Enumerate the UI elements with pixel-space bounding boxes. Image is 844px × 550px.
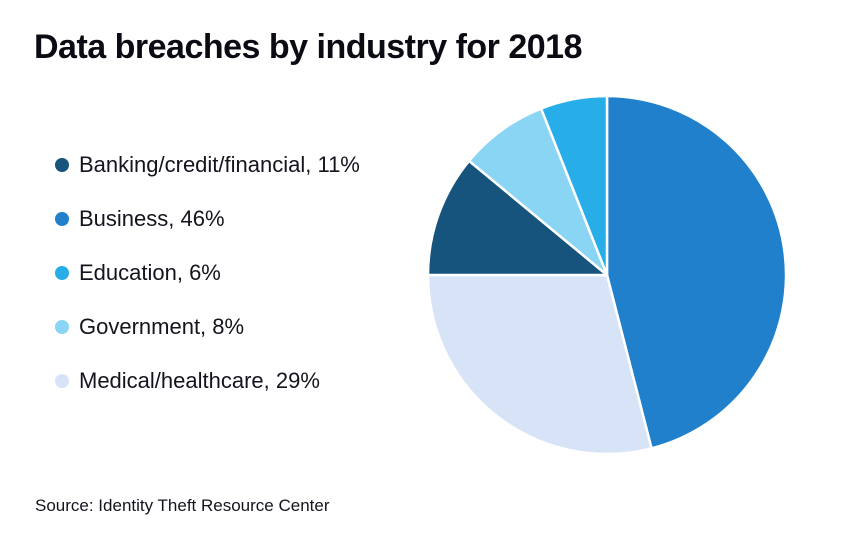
source-note: Source: Identity Theft Resource Center	[35, 496, 330, 515]
legend-label-medical: Medical/healthcare, 29%	[79, 368, 320, 393]
pie-slice-government	[467, 107, 609, 277]
legend-label-banking: Banking/credit/financial, 11%	[79, 152, 360, 177]
legend-label-education: Education, 6%	[79, 260, 221, 285]
legend-item-education: Education, 6%	[55, 260, 360, 286]
legend-swatch-education	[55, 266, 69, 280]
legend-swatch-banking	[55, 158, 69, 172]
legend-item-business: Business, 46%	[55, 206, 360, 232]
legend: Banking/credit/financial, 11% Business, …	[55, 152, 360, 394]
legend-swatch-medical	[55, 374, 69, 388]
legend-label-business: Business, 46%	[79, 206, 225, 231]
legend-label-government: Government, 8%	[79, 314, 245, 339]
legend-item-medical: Medical/healthcare, 29%	[55, 368, 360, 394]
legend-item-banking: Banking/credit/financial, 11%	[55, 152, 360, 178]
legend-swatch-business	[55, 212, 69, 226]
pie-slice-education	[539, 94, 609, 277]
pie-svg	[426, 94, 788, 456]
pie-chart	[424, 92, 790, 458]
legend-item-government: Government, 8%	[55, 314, 360, 340]
pie-slice-medical-healthcare	[426, 273, 653, 456]
legend-swatch-government	[55, 320, 69, 334]
pie-slice-business	[605, 94, 788, 450]
chart-title: Data breaches by industry for 2018	[34, 28, 583, 66]
pie-slice-banking-credit-financial	[426, 159, 609, 277]
